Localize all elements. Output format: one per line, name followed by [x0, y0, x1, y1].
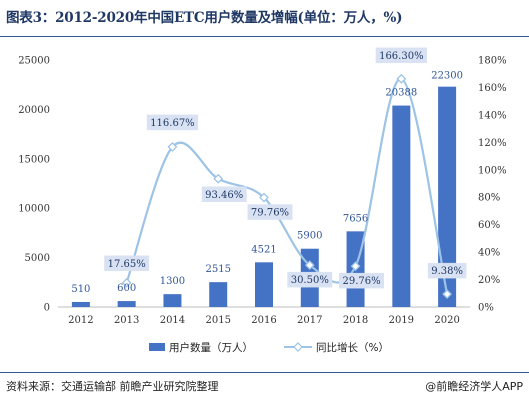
line-value-label: 9.38%	[431, 266, 463, 277]
bar-value-label: 4521	[251, 244, 276, 255]
x-tick-label: 2018	[343, 315, 368, 326]
bar-value-label: 5900	[297, 231, 322, 242]
legend-line-label: 同比增长（%）	[316, 341, 389, 354]
x-tick-label: 2014	[160, 315, 185, 326]
y-right-tick-label: 20%	[478, 275, 500, 286]
y-right-tick-label: 140%	[478, 110, 507, 121]
bar	[163, 294, 182, 307]
line-label-box	[104, 255, 150, 272]
data-labels: 510 600 1300 2515 4521 5900 7656 20388 22300 17.6…	[71, 47, 467, 295]
y-right-tick-label: 40%	[478, 248, 500, 259]
x-tick-label: 2012	[68, 315, 93, 326]
line-label-box	[339, 272, 385, 289]
x-tick-label: 2015	[205, 315, 230, 326]
bar-value-label: 600	[117, 283, 136, 294]
line-series	[121, 73, 453, 300]
legend: 用户数量（万人） 同比增长（%）	[149, 341, 389, 354]
legend-line-marker	[293, 342, 303, 352]
bar	[209, 282, 228, 307]
y-right-tick-label: 80%	[478, 193, 500, 204]
x-tick-label: 2020	[434, 315, 459, 326]
y-right-tick-label: 100%	[478, 165, 507, 176]
y-left-tick-label: 15000	[18, 154, 50, 165]
line-value-label: 29.76%	[342, 276, 380, 287]
chart-area: 0 5000 10000 15000 20000 25000 0% 20% 40% 60% 80% 1…	[18, 47, 507, 354]
bar-value-label: 2515	[205, 264, 230, 275]
bar-value-label: 510	[71, 284, 90, 295]
legend-bar-swatch	[149, 343, 165, 351]
line-value-label: 93.46%	[205, 190, 243, 201]
bar	[438, 86, 457, 308]
line-label-box	[146, 114, 199, 131]
y-left-tick-label: 20000	[18, 105, 50, 116]
line-value-label: 79.76%	[251, 208, 289, 219]
line-value-label: 30.50%	[291, 275, 329, 286]
line-label-box	[247, 204, 293, 220]
y-right-tick-label: 160%	[478, 83, 507, 94]
y-right-tick-label: 60%	[478, 220, 500, 231]
line-marker	[442, 289, 453, 300]
line-marker	[304, 260, 315, 271]
bar	[117, 301, 136, 307]
y-right-tick-label: 180%	[478, 56, 507, 67]
line-marker	[121, 277, 132, 288]
x-tick-label: 2017	[297, 315, 322, 326]
line-marker	[396, 73, 407, 84]
legend-bar-label: 用户数量（万人）	[169, 341, 253, 354]
axes: 0 5000 10000 15000 20000 25000 0% 20% 40% 60% 80% 1…	[18, 56, 506, 327]
bar	[71, 301, 90, 307]
y-left-tick-label: 25000	[18, 56, 50, 67]
title-underline	[0, 36, 529, 37]
line-label-box	[201, 186, 247, 203]
bar	[255, 262, 273, 307]
y-right-tick-label: 120%	[478, 138, 507, 149]
y-right-tick-label: 0%	[478, 303, 494, 314]
x-tick-label: 2016	[251, 315, 276, 326]
line-label-box	[375, 47, 427, 64]
line-marker	[350, 261, 361, 272]
footer-divider	[0, 372, 529, 373]
line-label-box	[287, 271, 333, 288]
line-value-label: 166.30%	[379, 51, 424, 62]
brand-credit: @前瞻经济学人APP	[425, 380, 523, 393]
line-label-box	[427, 262, 467, 279]
chart-title: 图表3：2012-2020年中国ETC用户数量及增幅(单位：万人，%)	[6, 10, 403, 26]
line-value-label: 17.65%	[108, 259, 146, 270]
y-left-tick-label: 0	[44, 303, 50, 314]
bar-value-label: 7656	[343, 213, 368, 224]
bar-value-label: 22300	[431, 71, 463, 82]
x-tick-label: 2019	[389, 315, 414, 326]
y-left-tick-label: 10000	[18, 204, 50, 215]
line-marker	[259, 192, 269, 203]
source-note: 资料来源：交通运输部 前瞻产业研究院整理	[6, 380, 219, 393]
bar-value-label: 20388	[385, 88, 417, 99]
line-marker	[167, 141, 178, 152]
bar	[392, 105, 411, 307]
y-left-tick-label: 5000	[25, 253, 50, 264]
x-tick-label: 2013	[114, 315, 139, 326]
line-marker	[213, 173, 224, 184]
line-value-label: 116.67%	[150, 118, 195, 129]
bar-value-label: 1300	[160, 276, 185, 287]
